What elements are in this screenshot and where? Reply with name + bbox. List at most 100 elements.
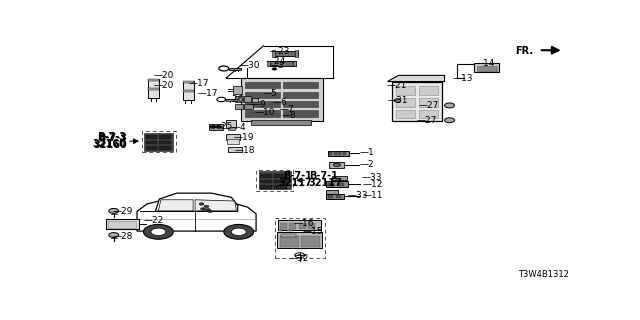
Bar [336, 195, 341, 197]
Bar [330, 162, 344, 168]
Circle shape [207, 210, 212, 212]
Text: —11: —11 [363, 191, 383, 200]
Bar [145, 132, 173, 150]
Bar [236, 96, 243, 102]
Circle shape [200, 208, 205, 210]
Bar [474, 62, 499, 72]
Circle shape [210, 125, 216, 128]
Bar [182, 81, 193, 90]
Circle shape [224, 224, 253, 239]
Bar [245, 101, 280, 107]
Bar [146, 135, 157, 139]
Bar [251, 120, 310, 125]
Bar [228, 147, 242, 152]
Text: —20: —20 [154, 71, 174, 80]
Bar [256, 170, 293, 191]
Bar [146, 146, 157, 150]
Circle shape [204, 205, 209, 208]
Text: —17: —17 [198, 89, 218, 98]
Bar [245, 82, 280, 88]
Bar [233, 86, 242, 94]
Bar [284, 92, 318, 98]
Text: —26: —26 [224, 95, 244, 104]
Bar [227, 134, 240, 140]
Circle shape [231, 228, 246, 236]
Text: —8: —8 [282, 111, 296, 120]
Bar [260, 180, 273, 183]
Text: —32: —32 [288, 254, 308, 263]
Text: —23: —23 [269, 47, 290, 56]
Bar [328, 183, 334, 186]
Bar [245, 110, 280, 116]
Bar [477, 66, 497, 71]
Bar [182, 81, 193, 83]
Bar [244, 104, 253, 109]
Text: —9: —9 [251, 100, 266, 109]
Circle shape [109, 233, 118, 237]
Text: T3W4B1312: T3W4B1312 [518, 270, 568, 279]
Polygon shape [158, 200, 193, 211]
Text: —27: —27 [419, 101, 438, 110]
Circle shape [216, 125, 222, 128]
Text: B-7-1: B-7-1 [284, 172, 312, 181]
Bar [287, 230, 292, 231]
Text: 32117: 32117 [278, 178, 312, 188]
Bar [419, 86, 438, 95]
Bar [268, 60, 271, 67]
Bar [419, 98, 438, 107]
Circle shape [205, 208, 211, 211]
Bar [295, 50, 298, 57]
Bar [108, 221, 136, 228]
Bar [284, 110, 318, 116]
Bar [328, 150, 349, 156]
Bar [280, 223, 287, 228]
Bar [278, 220, 321, 230]
Bar [182, 90, 193, 100]
Bar [330, 153, 332, 155]
Circle shape [394, 99, 401, 102]
Polygon shape [195, 200, 236, 211]
Circle shape [109, 208, 118, 213]
Bar [326, 194, 344, 198]
Polygon shape [137, 198, 256, 231]
Text: —29: —29 [112, 207, 132, 216]
Circle shape [445, 118, 454, 123]
Bar [289, 223, 296, 228]
Bar [278, 230, 284, 231]
Bar [275, 218, 324, 258]
Text: —12: —12 [363, 180, 383, 189]
Text: —33: —33 [362, 173, 382, 182]
Bar [392, 82, 442, 121]
Bar [277, 232, 322, 248]
Text: —28: —28 [112, 232, 132, 241]
Bar [326, 190, 338, 194]
Circle shape [272, 68, 277, 70]
Bar [275, 180, 287, 183]
Text: —27: —27 [416, 116, 436, 125]
Text: —1: —1 [359, 148, 374, 157]
Bar [227, 120, 236, 128]
Bar [273, 50, 275, 57]
Bar [209, 124, 223, 130]
Bar [146, 141, 157, 144]
Text: —30: —30 [240, 61, 260, 70]
Text: —13: —13 [453, 74, 474, 83]
Bar [269, 61, 296, 66]
Text: 32160: 32160 [93, 140, 127, 150]
Text: —22: —22 [143, 216, 164, 225]
Bar [339, 153, 341, 155]
Bar [273, 51, 298, 56]
Bar [229, 68, 241, 70]
Bar [159, 146, 171, 150]
Bar [343, 153, 346, 155]
Bar [338, 183, 344, 186]
Bar [334, 153, 337, 155]
Bar [259, 172, 291, 189]
Bar [148, 88, 159, 98]
Polygon shape [388, 75, 445, 82]
Text: —24: —24 [266, 57, 286, 66]
Bar [106, 219, 138, 228]
Bar [226, 99, 237, 101]
Bar [275, 185, 287, 189]
Bar [396, 98, 415, 107]
